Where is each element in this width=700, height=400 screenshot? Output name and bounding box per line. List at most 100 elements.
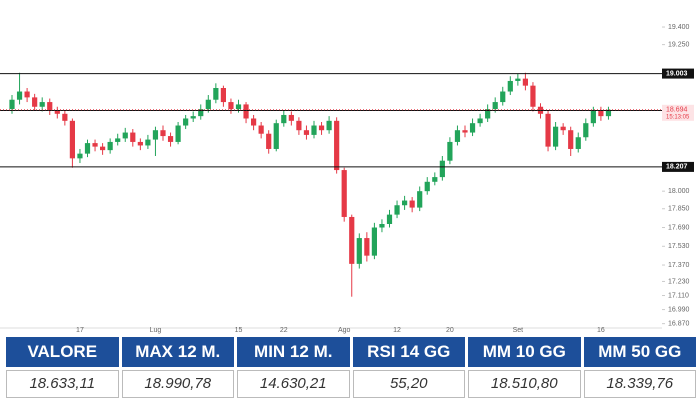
last-price-time: 15:13:05: [666, 114, 690, 120]
candle-body: [522, 78, 528, 86]
header-cell: MAX 12 M.: [121, 337, 234, 367]
candle-body: [598, 110, 604, 117]
value-cell: 18.510,80: [468, 370, 581, 398]
level-label-box: [662, 68, 694, 79]
candle-body: [477, 118, 483, 124]
candle-body: [341, 170, 347, 217]
candle-body: [303, 130, 310, 135]
candle-body: [530, 85, 536, 107]
candle-body: [39, 102, 45, 107]
candle-body: [417, 191, 423, 208]
value-cell: 18.339,76: [583, 370, 696, 398]
candle-body: [198, 109, 204, 117]
y-tick-label: 17.850: [668, 206, 690, 213]
candle-body: [296, 120, 302, 131]
candle-body: [432, 177, 438, 182]
x-tick-label: 17: [76, 327, 84, 334]
candle-body: [318, 125, 325, 131]
candle-body: [137, 141, 143, 146]
candle-body: [84, 143, 91, 154]
candle-body: [205, 99, 211, 110]
candle-body: [235, 104, 242, 110]
candle-body: [160, 130, 166, 137]
candle-body: [130, 132, 136, 142]
candle-body: [47, 102, 53, 111]
value-cell: 14.630,21: [237, 370, 350, 398]
y-tick-label: 19.250: [668, 41, 690, 48]
candle-body: [560, 126, 566, 131]
candle-body: [190, 116, 196, 119]
candle-body: [152, 130, 159, 140]
x-tick-label: Lug: [150, 327, 162, 334]
candle-body: [553, 126, 559, 147]
candle-body: [424, 181, 430, 192]
candle-body: [507, 80, 513, 92]
candle-body: [454, 130, 461, 142]
candle-body: [402, 200, 408, 206]
candle-body: [243, 104, 249, 119]
candle-body: [492, 102, 498, 110]
y-tick-label: 17.370: [668, 262, 690, 269]
candle-body: [469, 123, 476, 133]
candle-body: [32, 97, 38, 107]
candle-body: [258, 125, 264, 134]
header-cell: MM 10 GG: [468, 337, 581, 367]
candle-body: [394, 205, 400, 215]
y-tick-label: 16.870: [668, 320, 690, 327]
candle-body: [288, 114, 294, 121]
x-tick-label: 22: [280, 327, 288, 334]
candle-body: [281, 114, 287, 124]
candle-body: [24, 91, 30, 98]
last-price-label: 18.694: [666, 107, 688, 114]
stats-table: VALORE MAX 12 M. MIN 12 M. RSI 14 GG MM 10 G…: [6, 337, 696, 398]
candle-body: [311, 125, 317, 135]
x-tick-label: Set: [513, 327, 524, 334]
candle-body: [251, 118, 257, 126]
candle-body: [107, 141, 113, 151]
candle-body: [16, 91, 23, 100]
x-tick-label: 16: [597, 327, 605, 334]
candle-body: [115, 138, 121, 142]
y-tick-label: 17.110: [668, 292, 689, 299]
candle-body: [228, 102, 234, 110]
candle-body: [356, 238, 362, 264]
candle-body: [462, 130, 468, 133]
candle-body: [77, 153, 83, 159]
candle-body: [545, 113, 551, 147]
value-cell: 18.633,11: [6, 370, 119, 398]
y-tick-label: 17.690: [668, 224, 690, 231]
candle-body: [379, 224, 385, 228]
candle-body: [409, 200, 415, 208]
candle-body: [62, 113, 68, 121]
candle-body: [167, 136, 174, 142]
x-tick-label: 15: [235, 327, 243, 334]
candle-body: [439, 160, 445, 178]
value-cell: 18.990,78: [121, 370, 234, 398]
header-cell: VALORE: [6, 337, 119, 367]
y-tick-label: 18.000: [668, 188, 690, 195]
candle-body: [213, 88, 219, 100]
candle-body: [69, 120, 75, 159]
candle-body: [54, 110, 60, 114]
candle-body: [334, 120, 340, 171]
level-label: 18.207: [666, 164, 688, 171]
candle-body: [386, 214, 393, 224]
candle-body: [9, 99, 15, 110]
y-tick-label: 17.230: [668, 278, 690, 285]
x-tick-label: 12: [393, 327, 401, 334]
candle-body: [605, 109, 612, 117]
candle-body: [485, 109, 491, 119]
level-label-box: [662, 161, 694, 172]
candle-body: [273, 123, 279, 149]
x-tick-label: 20: [446, 327, 454, 334]
header-cell: MIN 12 M.: [237, 337, 350, 367]
candle-body: [145, 139, 151, 146]
candle-body: [175, 125, 181, 142]
candle-body: [266, 133, 272, 149]
y-tick-label: 17.530: [668, 243, 690, 250]
candle-body: [447, 141, 453, 161]
candle-body: [183, 118, 189, 126]
y-tick-label: 16.990: [668, 306, 690, 313]
header-cell: MM 50 GG: [583, 337, 696, 367]
